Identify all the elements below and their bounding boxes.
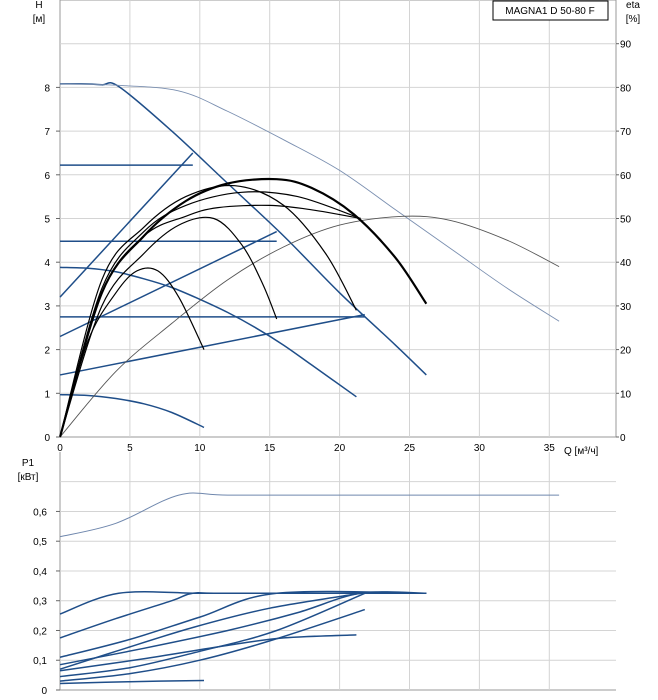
x-axis-label: Q [м³/ч] — [564, 446, 599, 457]
power-curve — [59, 608, 366, 682]
power-curve — [59, 591, 427, 666]
eta-tick-label: 80 — [620, 83, 632, 94]
p1-tick-label: 0,6 — [33, 507, 47, 518]
eta-tick-label: 30 — [620, 302, 632, 313]
q-tick-label: 25 — [404, 443, 416, 454]
h-tick-label: 6 — [44, 171, 50, 182]
power-curve — [59, 591, 427, 615]
bottom-curves — [59, 492, 560, 685]
q-tick-label: 0 — [57, 443, 63, 454]
eta-curve — [59, 184, 357, 438]
pump-curve — [59, 313, 365, 376]
eta-curve — [59, 83, 560, 322]
power-curve — [59, 492, 560, 538]
y-axis-label: H — [35, 0, 42, 11]
pump-curve — [59, 152, 194, 298]
p1-axis-label: P1 — [22, 458, 35, 469]
title-box — [492, 0, 609, 21]
h-tick-label: 5 — [44, 215, 50, 226]
chart-title: MAGNA1 D 50-80 F — [505, 6, 594, 17]
power-curve — [59, 591, 427, 639]
q-tick-label: 35 — [544, 443, 556, 454]
bottom-grid — [59, 452, 616, 691]
y2-axis-unit: [%] — [626, 14, 641, 25]
q-tick-label: 10 — [194, 443, 206, 454]
eta-tick-label: 40 — [620, 258, 632, 269]
eta-tick-label: 50 — [620, 215, 632, 226]
eta-curve — [59, 215, 560, 438]
top-curves — [58, 81, 560, 438]
eta-tick-label: 90 — [620, 40, 632, 51]
h-tick-label: 0 — [44, 433, 50, 444]
eta-tick-label: 60 — [620, 171, 632, 182]
q-tick-label: 5 — [127, 443, 133, 454]
h-tick-label: 1 — [44, 389, 50, 400]
pump-curve — [59, 81, 427, 376]
h-tick-label: 7 — [44, 127, 50, 138]
top-grid — [59, 0, 617, 438]
power-curve — [59, 592, 366, 678]
y-axis-unit: [м] — [33, 14, 46, 25]
p1-axis-unit: [кВт] — [18, 472, 39, 483]
pump-curve — [59, 393, 205, 429]
p1-tick-label: 0,3 — [33, 597, 47, 608]
p1-tick-label: 0,1 — [33, 656, 47, 667]
power-curve — [59, 592, 361, 670]
h-tick-label: 8 — [44, 83, 50, 94]
p1-tick-label: 0,5 — [33, 537, 47, 548]
q-tick-label: 15 — [264, 443, 276, 454]
eta-curve — [59, 216, 278, 438]
pump-curve — [59, 266, 357, 398]
h-tick-label: 2 — [44, 346, 50, 357]
eta-tick-label: 10 — [620, 389, 632, 400]
eta-tick-label: 20 — [620, 346, 632, 357]
p1-tick-label: 0,4 — [33, 567, 47, 578]
y2-axis-label: eta — [626, 0, 640, 11]
power-curve — [59, 679, 205, 685]
eta-tick-label: 70 — [620, 127, 632, 138]
h-tick-label: 4 — [44, 258, 50, 269]
power-curve — [59, 590, 427, 659]
power-curve — [59, 634, 357, 672]
eta-curve — [59, 267, 205, 438]
h-tick-label: 3 — [44, 302, 50, 313]
p1-tick-label: 0 — [41, 686, 47, 697]
eta-curve — [59, 191, 361, 438]
eta-curve — [59, 204, 361, 438]
eta-tick-label: 0 — [620, 433, 626, 444]
q-tick-label: 30 — [474, 443, 486, 454]
q-tick-label: 20 — [334, 443, 346, 454]
p1-tick-label: 0,2 — [33, 626, 47, 637]
